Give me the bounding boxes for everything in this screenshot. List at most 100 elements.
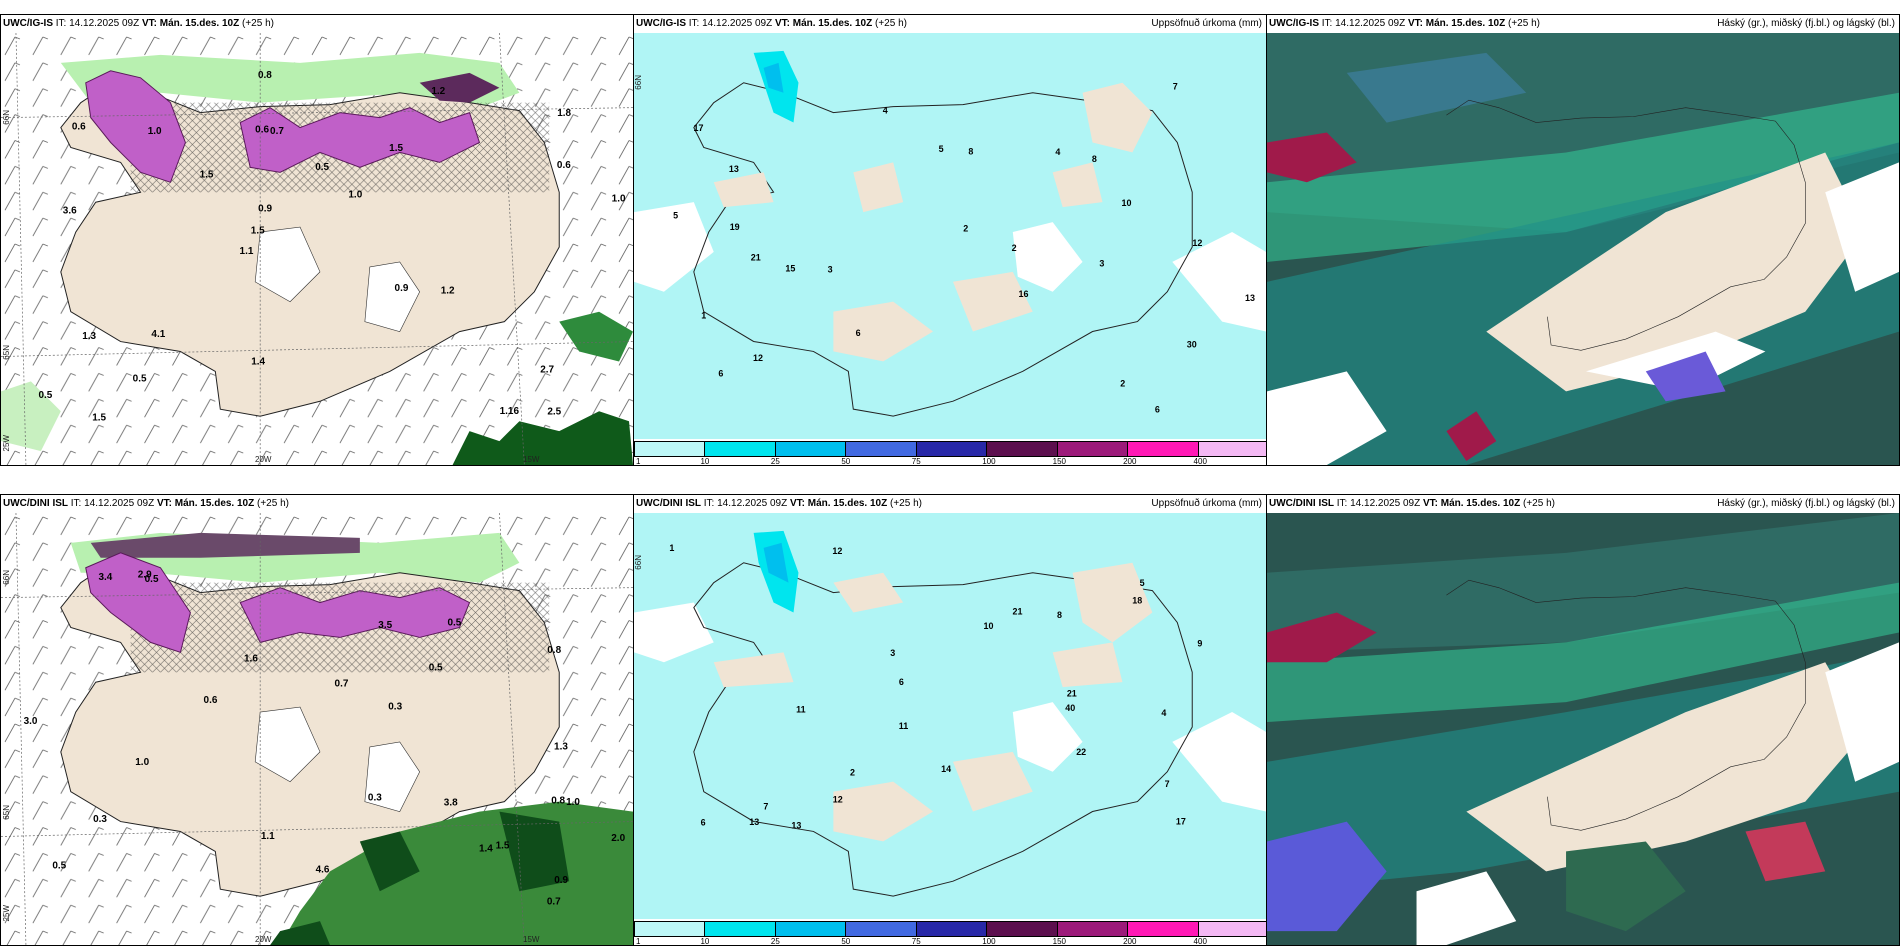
value-label: 4 [1055,147,1060,157]
vt-label: VT: Mán. 15.des. 10Z [774,18,873,29]
value-label: 0.9 [554,875,568,886]
colorbar-label: 400 [1193,937,1207,946]
value-label: 40 [1065,703,1075,713]
map-area: 2.5 3.6 1.8 1.1 1.5 1.5 0.6 0.5 1.3 1.5 0.5 0.5 0.7 1… [1,33,633,465]
value-label: 11 [899,721,908,731]
value-label: 2.7 [540,365,554,376]
value-label: 1.4 [479,844,493,855]
panel-title: Uppsöfnuð úrkoma (mm) [1151,498,1262,509]
colorbar-label: 75 [911,457,921,466]
lead-time: (+25 h) [890,498,922,509]
colorbar-swatch [915,921,987,937]
map-area [1267,33,1899,465]
value-label: 0.8 [547,645,561,656]
value-label: 0.5 [429,663,443,674]
cloud-map [1267,33,1899,465]
it-label: IT: [1321,18,1333,29]
lon-label-15w: 15W [523,935,540,944]
value-label: 1.5 [92,413,106,424]
value-labels: 0.3 0.3 0.8 2.0 3.5 1.5 0.7 0.5 1.0 0.5 0.5 0.3 1.3 4… [24,569,626,907]
lead-time: (+25 h) [242,18,274,29]
lat-label-66n: 66N [634,75,643,90]
value-label: 0.7 [270,126,284,137]
model-name: UWC/IG-IS [1269,18,1319,29]
lead-time: (+25 h) [1523,498,1555,509]
lead-time: (+25 h) [1508,18,1540,29]
value-label: 1.0 [566,797,580,808]
value-label: 10 [1122,198,1132,208]
value-label: 1.0 [148,126,162,137]
value-label: 0.5 [315,162,329,173]
vt-label: VT: Mán. 15.des. 10Z [1422,498,1521,509]
colorbar-label: 10 [700,937,710,946]
value-label: 6 [1155,405,1160,415]
colorbar-swatch [845,441,916,457]
value-label: 1.5 [389,143,403,154]
value-label: 0.9 [258,204,272,215]
value-label: 3 [1099,258,1104,268]
it-label: IT: [55,18,67,29]
vt-label: VT: Mán. 15.des. 10Z [141,18,240,29]
colorbar-swatch [774,441,846,457]
colorbar-label: 200 [1123,457,1137,466]
value-label: 0.8 [258,70,272,81]
colorbar-label: 1 [636,457,641,466]
colorbar-swatch [634,921,705,937]
map-area: 6 22 21 40 17 18 12 14 10 13 4 7 5 2 1 3 11 6 12 9 8 7 21 13 11 [634,513,1266,919]
value-label: 13 [749,817,759,827]
value-label: 6 [718,368,723,378]
it-value: 14.12.2025 09Z [1350,498,1421,509]
land-clear [1486,152,1866,392]
value-label: 10 [983,621,993,631]
value-label: 13 [729,164,739,174]
value-label: 1.3 [82,331,96,342]
colorbar-label: 25 [770,457,780,466]
colorbar-swatch [845,921,916,937]
value-label: 0.3 [368,792,382,803]
value-label: 1.3 [554,741,568,752]
value-label: 0.5 [38,390,52,401]
value-label: 3 [828,265,833,275]
value-label: 3.4 [98,572,112,583]
value-label: 17 [1176,817,1186,827]
colorbar-swatch [915,441,987,457]
colorbar-swatch [1127,921,1198,937]
panel-header: UWC/IG-IS IT: 14.12.2025 09Z VT: Mán. 15… [1,15,633,33]
wind-map: 0.3 0.3 0.8 2.0 3.5 1.5 0.7 0.5 1.0 0.5 0.5 0.3 1.3 4… [1,513,633,945]
value-label: 2 [963,224,968,234]
value-label: 7 [763,801,768,811]
model-name: UWC/IG-IS [636,18,686,29]
value-label: 22 [1076,747,1086,757]
value-label: 0.6 [204,695,218,706]
value-label: 2.9 [138,569,152,580]
model-name: UWC/DINI ISL [1269,498,1334,509]
value-label: 1.6 [244,654,258,665]
value-label: 1.0 [612,193,626,204]
value-label: 19 [730,222,740,232]
value-label: 7 [1173,82,1178,92]
value-label: 0.3 [388,701,402,712]
value-label: 12 [832,546,842,556]
value-label: 1.2 [431,86,445,97]
value-label: 1.1 [240,246,254,257]
lat-label-65n: 65N [2,345,11,360]
panel-header: UWC/IG-IS IT: 14.12.2025 09Z VT: Mán. 15… [1267,15,1899,33]
value-label: 0.5 [447,618,461,629]
colorbar: 1 10 25 50 75 100 150 200 400 [634,919,1266,945]
value-label: 5 [673,210,678,220]
snow-area-west [85,70,186,183]
value-label: 1.16 [500,406,520,417]
value-label: 14 [941,764,951,774]
value-label: 5 [939,144,944,154]
value-label: 0.9 [395,283,409,294]
value-label: 0.6 [557,160,571,171]
map-area: 6 21 16 17 30 13 12 3 8 5 4 2 6 4 2 1 3 2 5 6 7 8 10 13 12 19 15 [634,33,1266,439]
panel-title: Háský (gr.), miðský (fj.bl.) og lágský (… [1717,18,1895,29]
panel-title: Uppsöfnuð úrkoma (mm) [1151,18,1262,29]
value-label: 0.5 [133,374,147,385]
panel-header: UWC/IG-IS IT: 14.12.2025 09Z VT: Mán. 15… [634,15,1266,33]
it-value: 14.12.2025 09Z [702,18,773,29]
colorbar-swatch [1056,441,1128,457]
panel-wind-precip-dini: UWC/DINI ISL IT: 14.12.2025 09Z VT: Mán.… [0,494,634,946]
